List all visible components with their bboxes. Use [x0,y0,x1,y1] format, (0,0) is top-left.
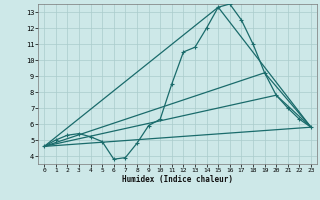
X-axis label: Humidex (Indice chaleur): Humidex (Indice chaleur) [122,175,233,184]
